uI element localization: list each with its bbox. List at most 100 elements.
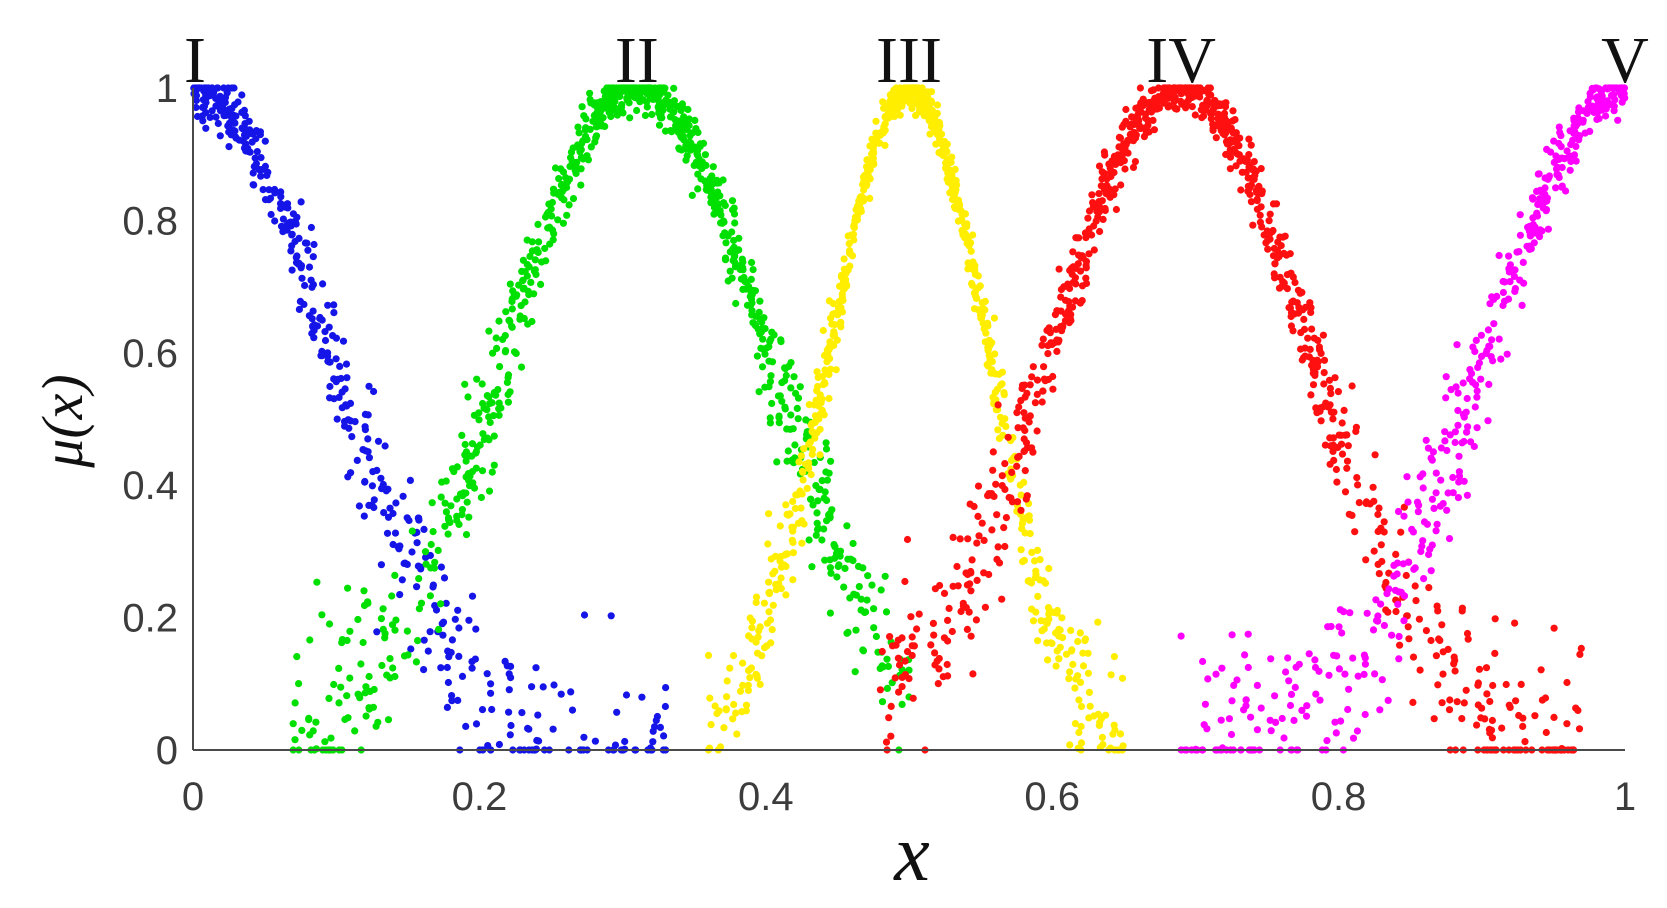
data-point <box>1130 128 1138 137</box>
data-point <box>1297 329 1305 337</box>
data-point <box>792 389 800 397</box>
data-point <box>581 132 590 140</box>
data-point <box>682 156 690 164</box>
data-point <box>766 616 775 624</box>
data-point <box>789 425 797 433</box>
data-point <box>943 660 951 669</box>
data-point <box>392 499 400 507</box>
data-point <box>386 674 394 682</box>
data-point <box>1353 474 1361 482</box>
data-point <box>437 493 445 501</box>
data-point <box>1380 518 1388 526</box>
data-point <box>1019 424 1027 432</box>
data-point <box>1361 660 1369 668</box>
data-point <box>389 509 397 518</box>
data-point <box>752 593 761 601</box>
data-point <box>895 661 904 669</box>
data-point <box>859 647 868 655</box>
data-point <box>783 457 791 465</box>
data-point <box>826 556 834 564</box>
data-point <box>1020 435 1028 443</box>
data-point <box>326 382 334 391</box>
x-tick-label: 0.8 <box>1311 775 1367 819</box>
data-point <box>1424 444 1432 452</box>
data-point <box>1458 604 1466 612</box>
data-point <box>378 661 386 670</box>
data-point <box>850 224 859 232</box>
data-point <box>988 526 996 534</box>
data-point <box>1018 519 1026 528</box>
data-point <box>502 347 510 355</box>
data-point <box>1502 680 1510 689</box>
data-point <box>816 391 824 399</box>
data-point <box>1319 403 1327 411</box>
data-point <box>325 694 333 703</box>
data-point <box>1039 577 1047 585</box>
data-point <box>379 625 387 634</box>
data-point <box>408 548 416 556</box>
data-point <box>669 108 677 116</box>
data-point <box>558 180 566 189</box>
data-point <box>778 397 786 405</box>
data-point <box>883 655 891 663</box>
data-point <box>1288 298 1296 306</box>
data-point <box>974 512 982 521</box>
data-point <box>471 655 479 663</box>
data-point <box>1244 630 1252 638</box>
data-point <box>1121 165 1129 173</box>
data-point <box>483 670 491 678</box>
data-point <box>504 371 513 379</box>
data-point <box>1526 242 1534 250</box>
data-point <box>361 423 369 431</box>
data-point <box>1460 699 1468 707</box>
data-point <box>1325 671 1333 679</box>
data-point <box>679 132 687 140</box>
data-point <box>945 604 953 613</box>
data-point <box>251 154 259 162</box>
data-point <box>505 670 513 678</box>
data-point <box>919 89 927 97</box>
data-point <box>426 628 434 636</box>
data-point <box>309 253 317 261</box>
data-point <box>1095 190 1103 198</box>
data-point <box>660 87 668 95</box>
y-tick-label: 1 <box>156 67 178 111</box>
data-point <box>895 688 903 696</box>
data-point <box>817 410 825 418</box>
data-point <box>478 467 487 475</box>
data-point <box>364 435 372 443</box>
data-point <box>1036 556 1044 564</box>
data-point <box>1566 166 1574 174</box>
data-point <box>1584 103 1592 111</box>
data-point <box>1096 227 1104 236</box>
data-point <box>1490 320 1498 328</box>
data-point <box>1297 345 1305 353</box>
data-point <box>252 127 260 135</box>
data-point <box>490 412 498 420</box>
data-point <box>1563 678 1571 687</box>
data-point <box>1303 702 1311 710</box>
data-point <box>1555 123 1563 131</box>
data-point <box>1025 512 1033 520</box>
data-point <box>417 599 426 607</box>
data-point <box>935 654 943 663</box>
data-point <box>1419 484 1427 492</box>
data-point <box>1517 680 1525 689</box>
data-point <box>351 418 359 426</box>
data-point <box>1145 106 1153 114</box>
data-point <box>396 542 404 550</box>
data-point <box>1217 115 1225 124</box>
data-point <box>767 372 775 380</box>
data-point <box>355 502 363 510</box>
data-point <box>1264 245 1272 253</box>
data-point <box>1020 447 1029 455</box>
data-point <box>321 328 329 336</box>
data-point <box>1443 446 1451 455</box>
data-point <box>1090 246 1098 254</box>
data-point <box>531 256 539 264</box>
data-point <box>767 555 775 563</box>
data-point <box>216 96 224 104</box>
data-point <box>1291 683 1299 692</box>
data-point <box>1045 564 1053 573</box>
data-point <box>1058 634 1067 642</box>
